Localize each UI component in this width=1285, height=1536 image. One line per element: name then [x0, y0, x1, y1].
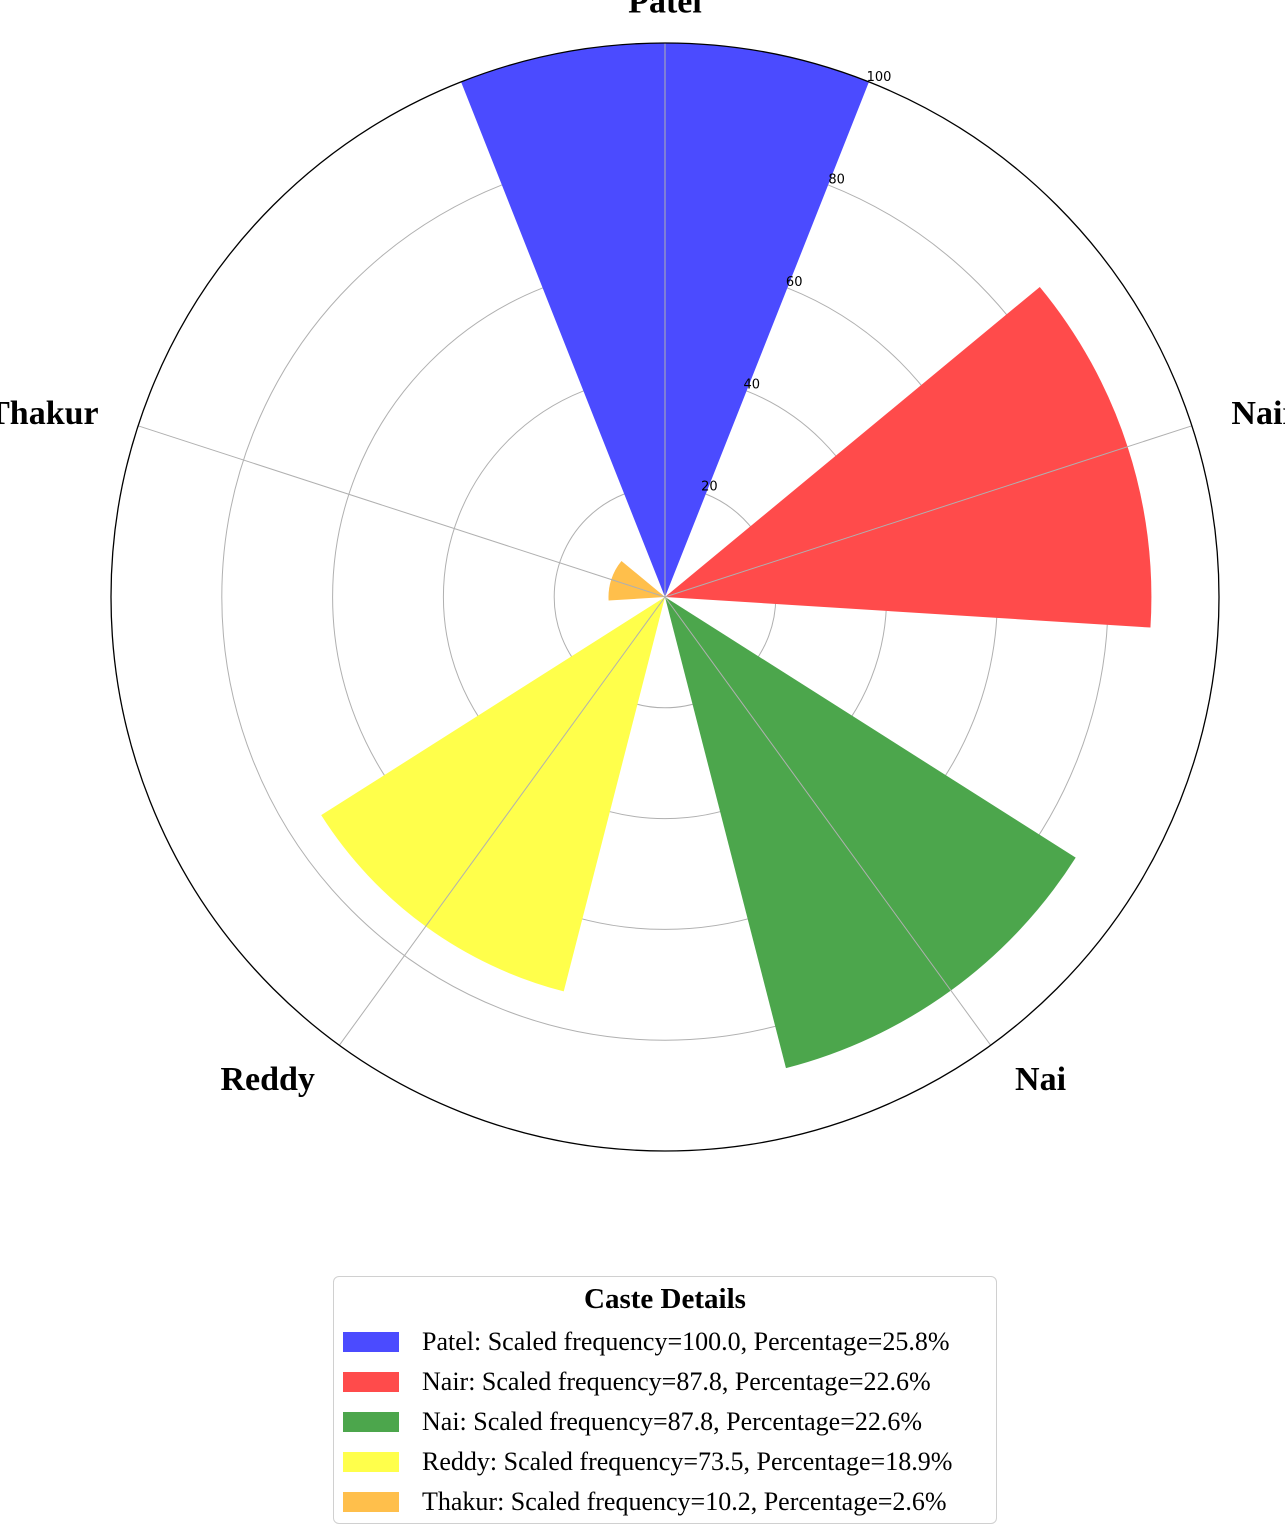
spoke-nair	[664, 425, 1193, 598]
legend-label: Thakur: Scaled frequency=10.2, Percentag…	[422, 1487, 947, 1516]
legend-item: Nair: Scaled frequency=87.8, Percentage=…	[343, 1364, 931, 1400]
spoke-reddy	[338, 596, 666, 1046]
legend-item: Reddy: Scaled frequency=73.5, Percentage…	[343, 1444, 952, 1480]
spokes-layer	[137, 43, 1193, 1046]
legend-label: Nair: Scaled frequency=87.8, Percentage=…	[422, 1367, 931, 1396]
frame-layer	[110, 42, 1220, 1152]
legend-label: Patel: Scaled frequency=100.0, Percentag…	[422, 1327, 950, 1356]
r-tick-label: 100	[867, 70, 892, 85]
r-tick-label: 80	[828, 173, 845, 188]
category-label-nai: Nai	[1015, 1061, 1066, 1098]
spoke-nai	[664, 596, 992, 1046]
legend-swatch	[343, 1412, 399, 1432]
category-label-reddy: Reddy	[220, 1061, 314, 1098]
spoke-thakur	[137, 425, 666, 598]
legend-title: Caste Details	[584, 1283, 746, 1315]
legend-item: Nai: Scaled frequency=87.8, Percentage=2…	[343, 1404, 922, 1440]
r-tick-label: 60	[786, 275, 803, 290]
outer-frame	[110, 42, 1220, 1152]
labels-layer: 20 40 60 80 100 Patel Nair Nai Reddy Thakur	[0, 0, 1285, 1098]
bar-nair	[665, 286, 1152, 628]
bar-thakur	[608, 560, 665, 601]
bar-reddy	[321, 597, 665, 992]
legend: Caste Details Patel: Scaled frequency=10…	[333, 1276, 997, 1524]
legend-swatch	[343, 1372, 399, 1392]
category-label-patel: Patel	[628, 0, 702, 20]
legend-swatch	[343, 1332, 399, 1352]
category-label-nair: Nair	[1231, 395, 1285, 432]
r-tick-label: 20	[701, 480, 718, 495]
legend-label: Reddy: Scaled frequency=73.5, Percentage…	[422, 1447, 953, 1476]
bars-layer	[321, 42, 1152, 1069]
legend-swatch	[343, 1452, 399, 1472]
legend-item: Patel: Scaled frequency=100.0, Percentag…	[343, 1324, 949, 1360]
r-tick-label: 40	[744, 377, 761, 392]
legend-item: Thakur: Scaled frequency=10.2, Percentag…	[343, 1484, 947, 1520]
bar-nai	[665, 597, 1076, 1069]
category-label-thakur: Thakur	[0, 395, 99, 432]
legend-swatch	[343, 1492, 399, 1512]
legend-label: Nai: Scaled frequency=87.8, Percentage=2…	[422, 1407, 923, 1436]
